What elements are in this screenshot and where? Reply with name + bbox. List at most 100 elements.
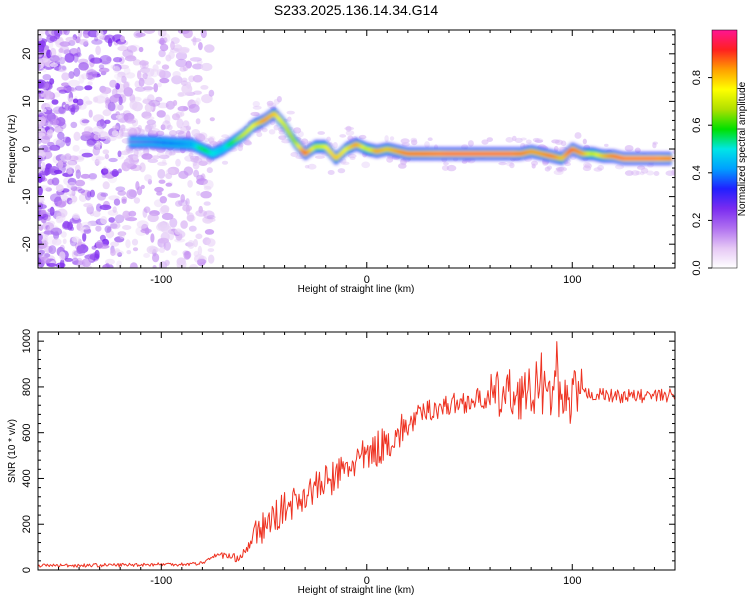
spectrogram-noise-blob [126,55,136,60]
spectrogram-noise-blob [38,57,49,63]
spectrogram-noise-blob [195,97,201,106]
spectrogram-noise-blob [87,220,99,226]
spectrogram-speckle [327,170,335,175]
spectrogram-noise-blob [78,74,85,84]
spectrogram-noise-blob [100,216,108,225]
spectrogram-noise-blob [64,257,73,262]
spectrogram-noise-blob [117,231,127,237]
spectrogram-noise-blob [38,30,44,39]
spectrogram-noise-blob [73,52,79,63]
spectrogram-speckle [639,171,645,176]
spectrogram-noise-blob [51,30,59,36]
spectrogram-speckle [244,141,253,146]
spectrogram-noise-blob [129,100,138,110]
spectrogram-noise-blob [54,125,64,133]
spectrogram-noise-blob [95,225,102,232]
spectrogram-noise-blob [137,70,142,80]
spectrogram-speckle [597,164,604,171]
spectrogram-noise-blob [204,44,215,53]
spectrogram-noise-blob [150,233,155,243]
spectrogram-noise-blob [164,259,170,266]
spectrogram-noise-blob [152,253,160,263]
spectrogram-noise-blob [46,263,57,267]
spectrogram-noise-blob [97,131,110,140]
snr-x-tick-label: -100 [150,575,172,587]
spectrogram-noise-blob [62,136,71,143]
colorbar-bar [711,29,738,269]
spectrogram-speckle [287,116,292,122]
spectrogram-noise-blob [186,81,192,89]
spectrogram-noise-blob [197,259,207,264]
spectrogram-noise-blob [200,62,213,72]
spectrogram-speckle [584,163,593,169]
spectrogram-speckle [204,137,210,142]
spectrogram-noise-blob [72,213,80,220]
spectrogram-speckle [317,131,326,135]
spectrogram-noise-blob [122,225,132,230]
spectrogram-noise-blob [38,224,44,231]
spectrogram-noise-blob [198,42,203,51]
spectrogram-noise-blob [62,220,70,229]
spectrogram-noise-blob [195,209,208,217]
spectrogram-noise-blob [172,100,178,106]
spectrogram-speckle [557,166,567,172]
spectrogram-x-ticks: -100 0 100 [37,30,676,286]
spectrogram-speckle [443,162,449,166]
chart-title: S233.2025.136.14.34.G14 [274,2,438,18]
spectrogram-noise-blob [104,153,110,160]
spectrogram-noise-blob [117,168,122,174]
spectrogram-speckle [332,142,338,149]
colorbar-tick-label: 0.6 [691,118,703,133]
spectrogram-noise-blob [38,159,42,165]
spectrogram-speckle [276,96,282,103]
spectrogram-noise-blob [126,189,137,200]
spectrogram-noise-blob [159,77,170,84]
spectrogram-noise-blob [63,30,70,36]
spectrogram-noise-blob [76,98,84,106]
spectrogram-noise-blob [65,160,76,170]
spectrogram-speckle [184,155,195,162]
spectrogram-noise-blob [107,101,116,112]
spectrogram-noise-blob [157,82,162,88]
spectrogram-speckle [615,164,624,170]
spectrogram-noise-blob [70,121,78,129]
spectrogram-noise-blob [147,158,159,163]
spectrogram-noise-blob [38,80,44,89]
spectrogram-speckle [293,127,302,134]
spectrogram-speckle [237,144,244,152]
spectrogram-noise-blob [183,106,188,111]
spectrogram-noise-blob [157,169,166,179]
spectrogram-y-tick-label: 10 [21,95,33,107]
spectrogram-noise-blob [42,213,49,221]
spectrogram-noise-blob [58,106,66,114]
spectrogram-noise-blob [119,124,126,130]
spectrogram-speckle [583,162,591,168]
spectrogram-noise-blob [80,189,92,196]
spectrogram-speckle [298,131,304,138]
spectrogram-noise-blob [203,201,211,206]
spectrogram-noise-blob [77,188,86,194]
spectrogram-x-tick-label: 0 [364,274,370,286]
spectrogram-noise-blob [158,179,166,184]
spectrogram-noise-blob [175,200,183,207]
colorbar-label: Normalized spectral amplitude [737,81,748,216]
spectrogram-noise-blob [135,32,146,37]
spectrogram-noise-blob [189,57,202,62]
spectrogram-speckle [193,132,203,140]
spectrogram-noise-blob [176,260,187,268]
spectrogram-noise-blob [57,131,65,140]
spectrogram-speckle [221,134,230,139]
spectrogram-noise-blob [200,85,209,90]
spectrogram-speckle [188,152,194,157]
spectrogram-noise-blob [38,63,41,70]
spectrogram-noise-blob [135,181,140,191]
spectrogram-noise-blob [174,228,182,235]
spectrogram-noise-blob [67,177,77,186]
spectrogram-noise-blob [53,169,63,175]
spectrogram-speckle [145,124,154,130]
spectrogram-noise-blob [72,144,80,152]
spectrogram-speckle [467,140,474,147]
spectrogram-noise-blob [64,153,72,161]
spectrogram-noise-blob [196,59,203,65]
